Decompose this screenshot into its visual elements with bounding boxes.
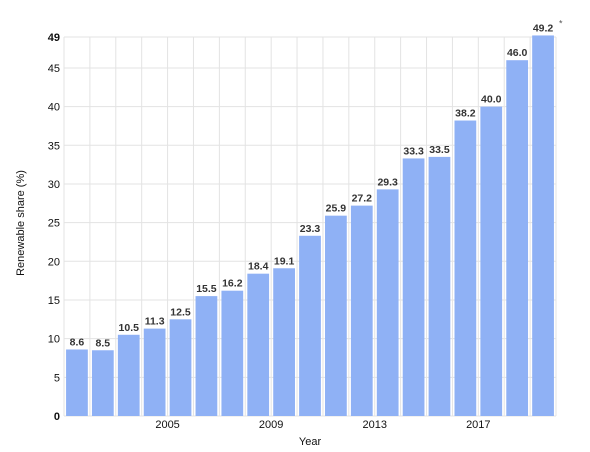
bar: [454, 120, 477, 416]
bar: [428, 156, 451, 416]
bar: [325, 215, 347, 416]
y-axis-ticks: 0 5 10 15 20 25 30 35 40 45 49: [48, 32, 60, 423]
data-label: 27.2: [352, 193, 373, 205]
y-tick-label: 45: [48, 63, 60, 75]
x-axis-label: Year: [299, 436, 322, 448]
data-label: 16.2: [222, 278, 243, 290]
y-axis-label: Renewable share (%): [15, 170, 27, 276]
y-tick-label: 40: [48, 102, 60, 114]
y-tick-label: 49: [48, 32, 60, 44]
bar: [91, 350, 114, 416]
bar: [66, 349, 88, 416]
x-axis-ticks: 2005 2009 2013 2017: [155, 419, 490, 431]
data-label: 29.3: [377, 176, 398, 188]
bar: [117, 334, 140, 416]
x-tick-label: 2013: [362, 419, 386, 431]
annotation-mark: *: [559, 18, 563, 28]
data-label: 40.0: [481, 94, 502, 106]
data-labels: 8.6 8.5 10.5 11.3 12.5 15.5 16.2 18.4 19.1 23.3 25…: [70, 18, 563, 349]
data-label: 23.3: [300, 223, 321, 235]
data-label: 18.4: [248, 261, 269, 273]
data-label: 33.3: [403, 145, 424, 157]
data-label: 25.9: [326, 203, 347, 215]
data-label: 38.2: [455, 108, 476, 120]
data-label: 15.5: [196, 283, 217, 295]
data-label: 19.1: [274, 255, 295, 267]
y-tick-label: 15: [48, 295, 60, 307]
data-label: 12.5: [170, 306, 191, 318]
bar: [350, 205, 373, 416]
data-label: 10.5: [119, 322, 140, 334]
bar: [299, 235, 321, 416]
bar: [195, 296, 218, 416]
y-tick-label: 35: [48, 140, 60, 152]
bar: [247, 273, 270, 416]
x-tick-label: 2009: [259, 419, 283, 431]
data-label: 8.5: [96, 337, 111, 349]
bar: [480, 106, 503, 416]
data-label: 11.3: [145, 316, 165, 328]
bar: [532, 35, 554, 416]
data-label: 8.6: [70, 336, 85, 348]
x-tick-label: 2017: [466, 419, 490, 431]
bar: [273, 268, 295, 416]
bar: [143, 328, 166, 416]
bar: [221, 290, 244, 416]
y-tick-label: 0: [54, 411, 60, 423]
y-tick-label: 10: [48, 334, 60, 346]
bar: [169, 319, 192, 416]
y-tick-label: 20: [48, 256, 60, 268]
data-label: 46.0: [507, 47, 528, 59]
data-label: 49.2: [533, 22, 554, 34]
data-label: 33.5: [429, 144, 450, 156]
grid-lines: [63, 36, 557, 417]
x-tick-label: 2005: [155, 419, 179, 431]
y-tick-label: 5: [54, 372, 60, 384]
y-tick-label: 25: [48, 218, 60, 230]
bar: [376, 189, 399, 416]
bars: [66, 35, 554, 417]
bar: [402, 158, 425, 416]
y-tick-label: 30: [48, 179, 60, 191]
bar: [506, 60, 529, 417]
